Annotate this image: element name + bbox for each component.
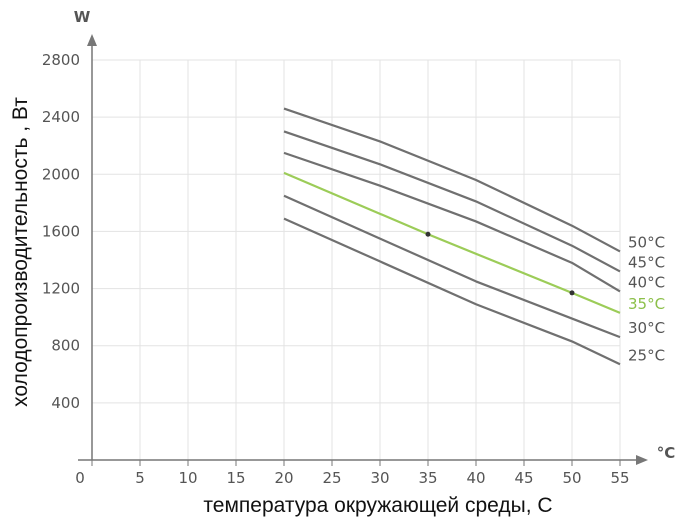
x-tick-label: 55: [610, 469, 629, 487]
series-label: 50°C: [628, 233, 665, 251]
x-tick-labels: 0 5 10 15 20 25 30 35 40 45 50 55: [75, 469, 629, 487]
series-line: [283, 107, 621, 253]
series-labels: 50°C 45°C 40°C 35°C 30°C 25°C: [628, 233, 665, 364]
grid: [91, 59, 621, 466]
y-axis-title: холодопроизводительность , Вт: [9, 97, 32, 407]
y-tick-label: 1200: [42, 280, 80, 298]
x-tick-label: 50: [562, 469, 581, 487]
y-unit-label: W: [74, 8, 91, 26]
series-marker: [569, 290, 575, 296]
x-tick-label: 35: [418, 469, 437, 487]
x-unit-label: °C: [657, 444, 676, 462]
series-label: 35°C: [628, 295, 665, 313]
x-tick-label: 10: [178, 469, 197, 487]
x-tick-label: 40: [466, 469, 485, 487]
x-tick-label: 20: [274, 469, 293, 487]
series-line: [283, 171, 621, 314]
y-tick-label: 2800: [42, 51, 80, 69]
y-tick-label: 800: [51, 337, 80, 355]
series-line: [283, 130, 621, 273]
x-tick-label: 15: [226, 469, 245, 487]
x-tick-label: 45: [514, 469, 533, 487]
series-line: [283, 151, 621, 293]
series-marker: [425, 231, 431, 237]
y-tick-labels: 400 800 1200 1600 2000 2400 2800: [42, 51, 80, 412]
series-label: 25°C: [628, 346, 665, 364]
y-tick-label: 1600: [42, 222, 80, 240]
series-lines: [283, 107, 621, 366]
x-axis-arrow: [636, 455, 648, 465]
axes: [78, 34, 648, 465]
series-label: 45°C: [628, 253, 665, 271]
x-tick-label: 25: [322, 469, 341, 487]
x-tick-label: 30: [370, 469, 389, 487]
series-label: 30°C: [628, 319, 665, 337]
x-axis-title: температура окружающей среды, С: [203, 494, 552, 517]
series-line: [283, 194, 621, 339]
series-markers: [425, 231, 575, 296]
y-tick-label: 400: [51, 394, 80, 412]
y-tick-label: 2000: [42, 165, 80, 183]
y-tick-label: 2400: [42, 108, 80, 126]
series-label: 40°C: [628, 273, 665, 291]
x-tick-label: 0: [75, 469, 85, 487]
series-line: [283, 217, 621, 366]
x-tick-label: 5: [135, 469, 145, 487]
y-axis-arrow: [87, 34, 97, 46]
